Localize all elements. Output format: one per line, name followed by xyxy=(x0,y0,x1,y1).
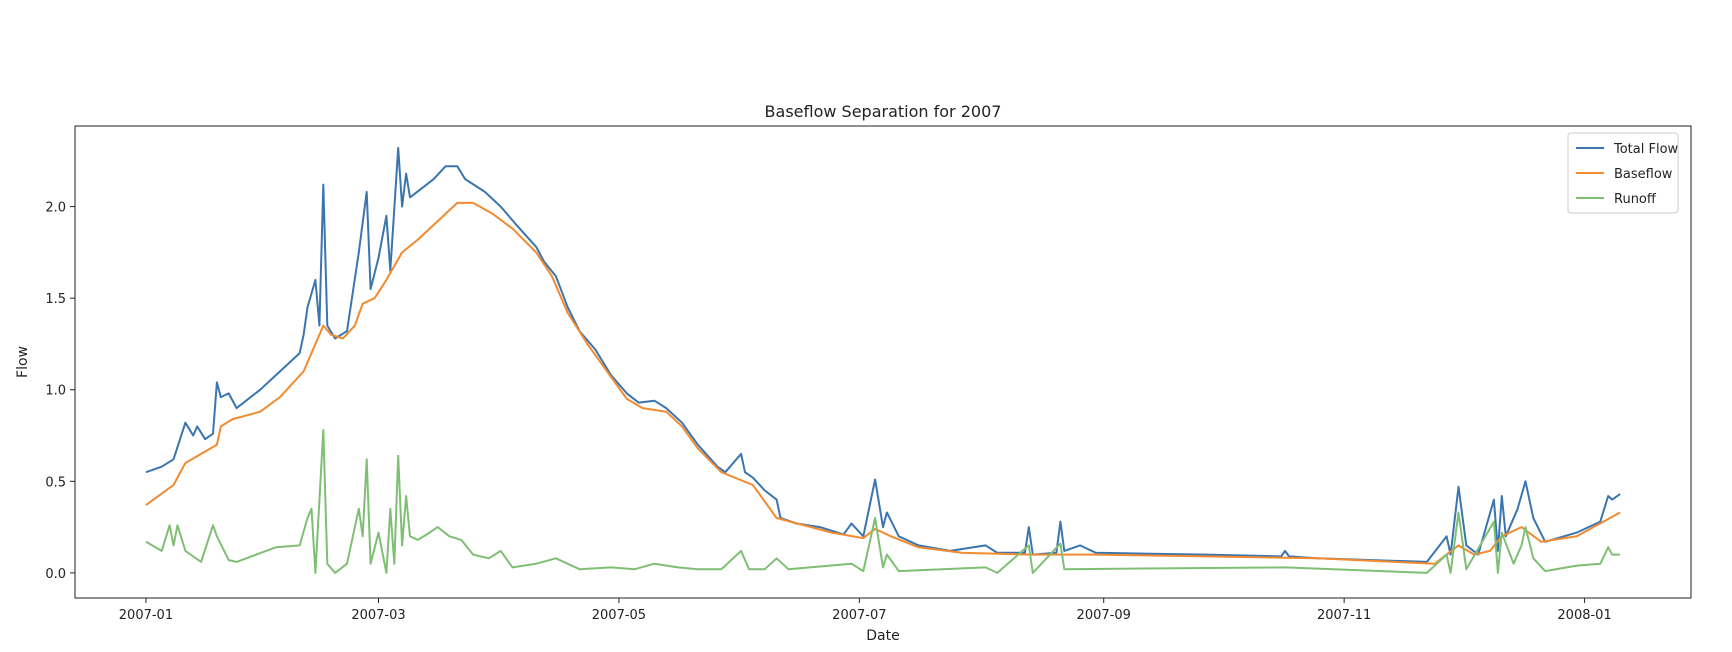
x-tick-label: 2007-09 xyxy=(1077,608,1131,623)
legend-label: Total Flow xyxy=(1613,142,1679,157)
x-tick-label: 2007-01 xyxy=(119,608,173,623)
y-tick-label: 1.5 xyxy=(45,292,66,307)
y-tick-label: 0.5 xyxy=(45,475,66,490)
chart-title: Baseflow Separation for 2007 xyxy=(765,102,1002,121)
legend: Total Flow Baseflow Runoff xyxy=(1567,132,1679,214)
legend-label: Baseflow xyxy=(1614,167,1673,182)
x-tick-label: 2007-05 xyxy=(592,608,646,623)
x-tick-label: 2007-11 xyxy=(1317,608,1371,623)
legend-label: Runoff xyxy=(1614,192,1657,207)
y-axis: 0.0 0.5 1.0 1.5 2.0 xyxy=(45,201,75,582)
series-line-baseflow xyxy=(145,201,1621,565)
x-tick-label: 2008-01 xyxy=(1557,608,1611,623)
x-axis: 2007-01 2007-03 2007-05 2007-07 2007-09 2007-… xyxy=(119,598,1612,623)
x-axis-label: Date xyxy=(866,628,899,644)
x-tick-label: 2007-07 xyxy=(832,608,886,623)
series-line-runoff xyxy=(145,429,1621,574)
x-tick-label: 2007-03 xyxy=(351,608,405,623)
plot-frame xyxy=(74,125,1692,599)
series-line-total-flow xyxy=(145,147,1621,563)
y-tick-label: 1.0 xyxy=(45,384,66,399)
plot-lines xyxy=(145,147,1621,574)
y-axis-label: Flow xyxy=(15,346,31,378)
y-tick-label: 0.0 xyxy=(45,567,66,582)
y-tick-label: 2.0 xyxy=(45,201,66,216)
legend-box xyxy=(1567,132,1679,214)
